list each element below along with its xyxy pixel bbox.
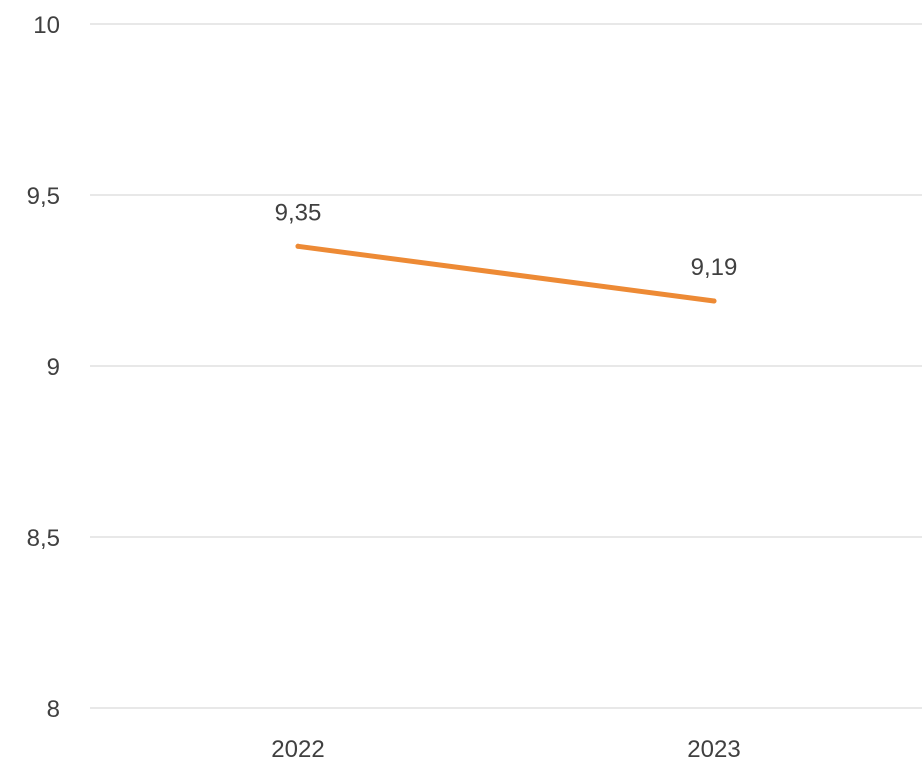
y-tick-label: 9 — [47, 354, 60, 381]
y-tick-label: 10 — [33, 12, 60, 39]
gridlines — [90, 23, 922, 709]
data-point — [711, 298, 717, 304]
data-label: 9,19 — [691, 254, 738, 281]
y-tick-label: 8,5 — [27, 525, 60, 552]
y-axis-tick-labels: 8 8,5 9 9,5 10 — [27, 12, 60, 723]
data-labels: 9,35 9,19 — [275, 199, 738, 281]
y-tick-label: 8 — [47, 696, 60, 723]
y-tick-label: 9,5 — [27, 183, 60, 210]
data-label: 9,35 — [275, 199, 322, 226]
series-lines — [295, 243, 717, 304]
series-line — [295, 243, 717, 304]
x-tick-label: 2023 — [687, 736, 740, 762]
x-axis-tick-labels: 2022 2023 — [271, 736, 740, 763]
x-tick-label: 2022 — [271, 736, 324, 762]
data-point — [295, 243, 301, 249]
